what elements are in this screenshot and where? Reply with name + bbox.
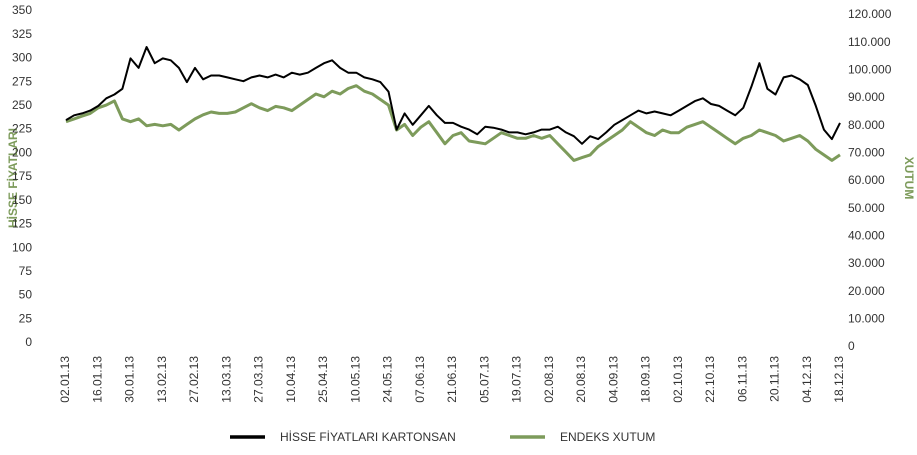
y-tick-label: 0 xyxy=(25,335,32,349)
x-tick-label: 10.05.13 xyxy=(348,356,362,403)
y-tick-label: 75 xyxy=(19,264,33,278)
x-tick-label: 02.10.13 xyxy=(671,356,685,403)
x-tick-label: 13.03.13 xyxy=(219,356,233,403)
line-series xyxy=(65,46,841,145)
x-tick-label: 16.01.13 xyxy=(90,356,104,403)
y-tick-label: 50 xyxy=(19,288,33,302)
y-tick-label: 175 xyxy=(12,169,32,183)
x-tick-label: 25.04.13 xyxy=(316,356,330,403)
x-tick-label: 07.06.13 xyxy=(413,356,427,403)
x-tick-label: 27.02.13 xyxy=(187,356,201,403)
y2-tick-label: 50.000 xyxy=(848,201,885,215)
y2-axis-title: XUTUM xyxy=(902,157,916,200)
legend-label: HİSSE FİYATLARI KARTONSAN xyxy=(280,430,456,444)
x-tick-label: 05.07.13 xyxy=(477,356,491,403)
y2-tick-label: 90.000 xyxy=(848,90,885,104)
x-tick-label: 22.10.13 xyxy=(703,356,717,403)
y2-tick-label: 30.000 xyxy=(848,256,885,270)
y-tick-label: 200 xyxy=(12,145,32,159)
y-axis-title: HİSSE FİYATLARI xyxy=(5,128,20,228)
y-tick-label: 250 xyxy=(12,98,32,112)
y2-tick-label: 110.000 xyxy=(848,35,891,49)
y2-tick-label: 10.000 xyxy=(848,312,885,326)
x-tick-label: 30.01.13 xyxy=(123,356,137,403)
y-tick-label: 150 xyxy=(12,193,32,207)
x-tick-label: 21.06.13 xyxy=(445,356,459,403)
y-tick-label: 25 xyxy=(19,311,33,325)
x-tick-label: 20.08.13 xyxy=(574,356,588,403)
y-tick-label: 325 xyxy=(12,27,32,41)
y2-tick-label: 120.000 xyxy=(848,7,892,21)
y2-tick-label: 0 xyxy=(848,339,855,353)
x-tick-label: 04.09.13 xyxy=(606,356,620,403)
x-tick-label: 18.09.13 xyxy=(639,356,653,403)
line-series xyxy=(65,84,841,162)
y-tick-label: 300 xyxy=(12,51,32,65)
x-tick-label: 04.12.13 xyxy=(800,356,814,403)
y2-tick-label: 40.000 xyxy=(848,229,885,243)
x-tick-label: 18.12.13 xyxy=(832,356,846,403)
y-tick-label: 125 xyxy=(12,217,32,231)
x-tick-label: 20.11.13 xyxy=(768,356,782,402)
y2-tick-label: 60.000 xyxy=(848,173,885,187)
y-tick-label: 350 xyxy=(12,3,32,17)
x-tick-label: 19.07.13 xyxy=(510,356,524,403)
x-tick-label: 27.03.13 xyxy=(252,356,266,403)
y2-tick-label: 80.000 xyxy=(848,118,885,132)
y-tick-label: 100 xyxy=(12,240,32,254)
x-tick-label: 13.02.13 xyxy=(155,356,169,403)
y2-tick-label: 70.000 xyxy=(848,146,885,160)
y2-tick-label: 100.000 xyxy=(848,63,892,77)
x-tick-label: 02.01.13 xyxy=(58,356,72,403)
x-tick-label: 10.04.13 xyxy=(284,356,298,403)
y-tick-label: 225 xyxy=(12,122,32,136)
x-tick-label: 02.08.13 xyxy=(542,356,556,403)
y2-tick-label: 20.000 xyxy=(848,284,885,298)
y-tick-label: 275 xyxy=(12,74,32,88)
legend-label: ENDEKS XUTUM xyxy=(560,430,655,444)
x-tick-label: 06.11.13 xyxy=(735,356,749,402)
x-tick-label: 24.05.13 xyxy=(381,356,395,403)
